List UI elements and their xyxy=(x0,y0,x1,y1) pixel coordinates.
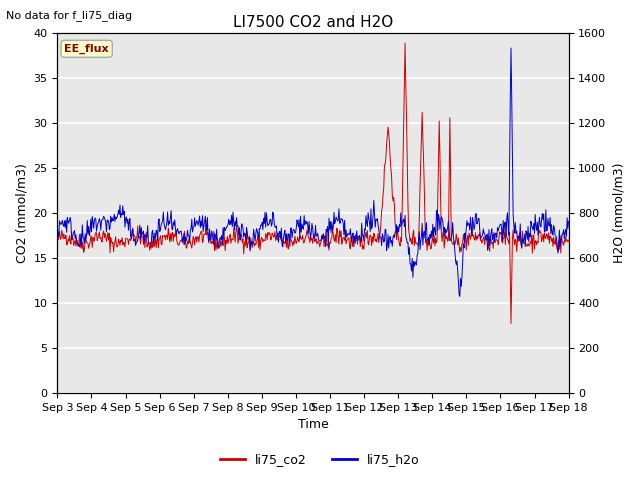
Title: LI7500 CO2 and H2O: LI7500 CO2 and H2O xyxy=(233,15,393,30)
li75_h2o xyxy=(63,229,70,235)
li75_co2 xyxy=(54,235,61,240)
Text: No data for f_li75_diag: No data for f_li75_diag xyxy=(6,10,132,21)
li75_h2o xyxy=(167,208,175,214)
li75_h2o xyxy=(115,212,123,217)
li75_co2 xyxy=(507,321,515,326)
li75_h2o xyxy=(456,293,463,299)
li75_h2o xyxy=(564,218,572,224)
li75_h2o xyxy=(507,45,515,51)
li75_h2o xyxy=(375,227,383,232)
Line: li75_co2: li75_co2 xyxy=(58,43,568,324)
li75_co2 xyxy=(401,40,409,46)
Text: EE_flux: EE_flux xyxy=(65,44,109,54)
li75_co2 xyxy=(375,240,383,246)
li75_co2 xyxy=(390,194,397,200)
X-axis label: Time: Time xyxy=(298,419,328,432)
li75_co2 xyxy=(195,234,202,240)
li75_h2o xyxy=(195,222,202,228)
li75_co2 xyxy=(115,239,123,245)
Y-axis label: CO2 (mmol/m3): CO2 (mmol/m3) xyxy=(15,163,28,263)
li75_co2 xyxy=(63,242,70,248)
Legend: li75_co2, li75_h2o: li75_co2, li75_h2o xyxy=(215,448,425,471)
Y-axis label: H2O (mmol/m3): H2O (mmol/m3) xyxy=(612,163,625,263)
li75_co2 xyxy=(564,237,572,243)
li75_h2o xyxy=(54,224,61,229)
li75_co2 xyxy=(167,239,175,244)
Line: li75_h2o: li75_h2o xyxy=(58,48,568,296)
li75_h2o xyxy=(390,232,397,238)
